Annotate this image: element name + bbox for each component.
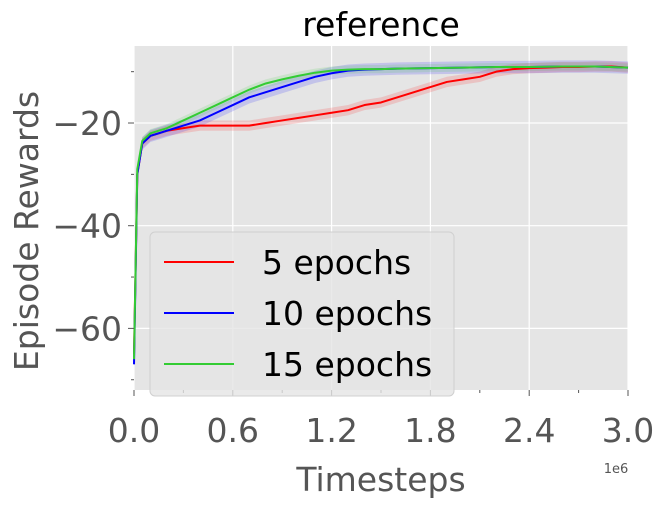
x-tick-label: 3.0 (602, 411, 654, 450)
y-tick-label: −60 (52, 309, 122, 348)
x-axis-ticks: 0.0 0.6 1.2 1.8 2.4 3.0 (108, 390, 654, 450)
y-tick-label: −40 (52, 207, 122, 246)
legend-box (149, 231, 455, 397)
x-tick-label: 0.0 (108, 411, 160, 450)
x-tick-label: 2.4 (503, 411, 555, 450)
x-axis-offset-label: 1e6 (604, 462, 629, 477)
x-axis-label: Timesteps (295, 460, 465, 499)
legend-label: 10 epochs (262, 294, 432, 333)
x-tick-label: 1.8 (404, 411, 456, 450)
y-axis-label: Episode Rewards (7, 91, 46, 371)
x-tick-label: 0.6 (207, 411, 259, 450)
legend: 5 epochs 10 epochs 15 epochs (149, 231, 455, 397)
legend-label: 15 epochs (262, 345, 432, 384)
grid (133, 46, 629, 390)
series-line (133, 65, 629, 360)
series-lines (133, 65, 629, 365)
x-tick-label: 1.2 (305, 411, 357, 450)
legend-label: 5 epochs (262, 243, 411, 282)
y-tick-label: −20 (52, 104, 122, 143)
chart-title: reference (302, 5, 460, 44)
y-axis-ticks: −60 −40 −20 (52, 71, 134, 381)
